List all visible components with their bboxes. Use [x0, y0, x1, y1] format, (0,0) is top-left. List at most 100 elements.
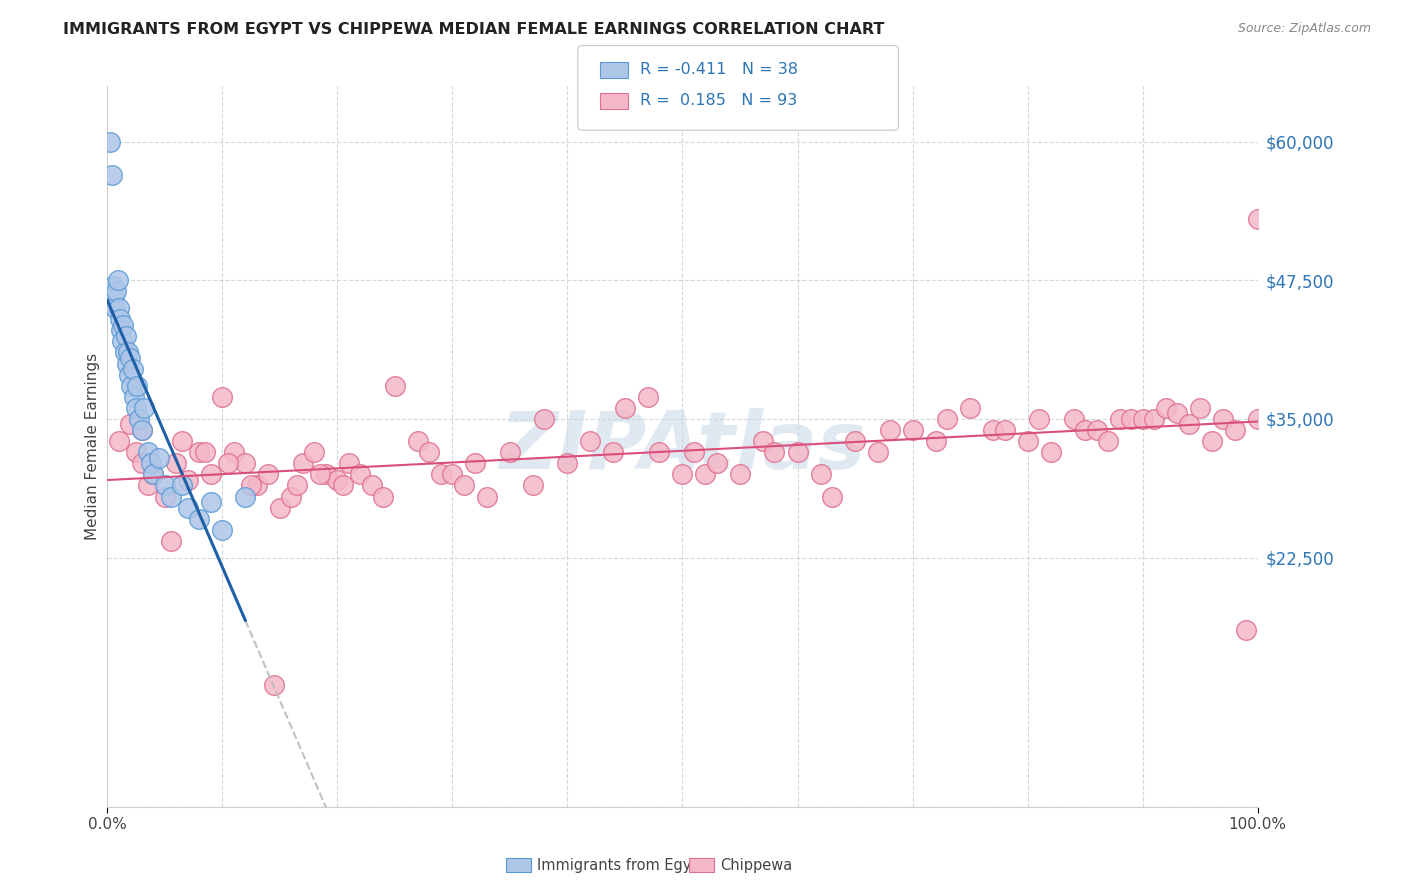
Point	[263, 678, 285, 692]
Point	[139, 456, 162, 470]
Point	[579, 434, 602, 449]
Point	[200, 467, 222, 482]
Point	[142, 467, 165, 482]
Point	[233, 490, 256, 504]
Point	[959, 401, 981, 415]
Point	[107, 434, 129, 449]
Point	[136, 445, 159, 459]
Point	[120, 378, 142, 392]
Point	[453, 478, 475, 492]
Point	[533, 412, 555, 426]
Point	[118, 368, 141, 382]
Point	[217, 456, 239, 470]
Point	[1166, 406, 1188, 420]
Point	[120, 417, 142, 432]
Point	[125, 445, 148, 459]
Point	[557, 456, 579, 470]
Point	[1143, 412, 1166, 426]
Point	[1017, 434, 1039, 449]
Point	[993, 423, 1015, 437]
Text: Immigrants from Egypt: Immigrants from Egypt	[537, 858, 706, 872]
Point	[1085, 423, 1108, 437]
Point	[170, 478, 193, 492]
Point	[706, 456, 728, 470]
Point	[1154, 401, 1177, 415]
Point	[153, 490, 176, 504]
Point	[1247, 412, 1270, 426]
Point	[1074, 423, 1097, 437]
Point	[148, 450, 170, 465]
Text: R = -0.411   N = 38: R = -0.411 N = 38	[640, 62, 797, 77]
Point	[111, 334, 134, 349]
Point	[285, 478, 308, 492]
Point	[1177, 417, 1199, 432]
Point	[105, 285, 128, 299]
Text: Chippewa: Chippewa	[720, 858, 792, 872]
Point	[200, 495, 222, 509]
Point	[332, 478, 354, 492]
Point	[1121, 412, 1143, 426]
Point	[1212, 412, 1234, 426]
Point	[127, 378, 149, 392]
Point	[188, 445, 211, 459]
Point	[131, 423, 153, 437]
Point	[499, 445, 522, 459]
Point	[246, 478, 269, 492]
Point	[142, 467, 165, 482]
Point	[821, 490, 844, 504]
Point	[418, 445, 440, 459]
Point	[406, 434, 429, 449]
Point	[1108, 412, 1130, 426]
Point	[475, 490, 498, 504]
Point	[120, 351, 142, 365]
Point	[304, 445, 326, 459]
Point	[879, 423, 901, 437]
Point	[522, 478, 544, 492]
Point	[291, 456, 314, 470]
Point	[103, 290, 125, 304]
Text: ZIPAtlas: ZIPAtlas	[499, 408, 866, 485]
Point	[222, 445, 245, 459]
Point	[107, 273, 129, 287]
Point	[752, 434, 775, 449]
Text: R =  0.185   N = 93: R = 0.185 N = 93	[640, 94, 797, 108]
Point	[1132, 412, 1154, 426]
Point	[936, 412, 959, 426]
Point	[121, 362, 143, 376]
Point	[108, 312, 131, 326]
Point	[430, 467, 453, 482]
Point	[125, 401, 148, 415]
Point	[177, 473, 200, 487]
Point	[107, 301, 129, 315]
Point	[924, 434, 946, 449]
Point	[114, 345, 136, 359]
Point	[240, 478, 263, 492]
Point	[349, 467, 371, 482]
Point	[844, 434, 866, 449]
Point	[315, 467, 337, 482]
Point	[117, 345, 139, 359]
Point	[464, 456, 486, 470]
Point	[728, 467, 751, 482]
Point	[131, 423, 153, 437]
Point	[810, 467, 832, 482]
Point	[98, 135, 121, 149]
Text: Source: ZipAtlas.com: Source: ZipAtlas.com	[1237, 22, 1371, 36]
Point	[136, 478, 159, 492]
Point	[981, 423, 1004, 437]
Point	[1189, 401, 1212, 415]
Point	[326, 473, 349, 487]
Point	[115, 357, 138, 371]
Point	[233, 456, 256, 470]
Point	[866, 445, 889, 459]
Point	[373, 490, 395, 504]
Point	[384, 378, 406, 392]
Point	[1247, 212, 1270, 227]
Point	[188, 512, 211, 526]
Point	[1063, 412, 1085, 426]
Point	[337, 456, 360, 470]
Point	[637, 390, 659, 404]
Point	[602, 445, 624, 459]
Point	[786, 445, 808, 459]
Point	[613, 401, 636, 415]
